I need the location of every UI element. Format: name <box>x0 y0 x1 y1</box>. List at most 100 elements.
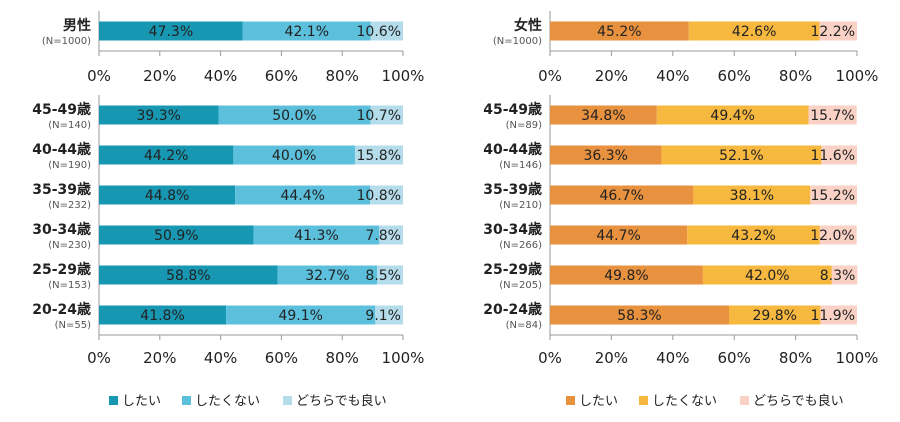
bar-segment <box>702 265 832 285</box>
bar-segment <box>819 225 857 245</box>
category-label: 35-39歳 <box>483 181 542 198</box>
bar-segment <box>693 185 811 205</box>
bar-segment <box>656 105 809 125</box>
data-label: 10.6% <box>357 24 401 40</box>
bar-segment <box>99 265 278 285</box>
category-sample-size: (N=153) <box>48 280 91 291</box>
x-tick-label: 20% <box>143 349 176 367</box>
x-tick-label: 20% <box>143 67 176 85</box>
bar-segment <box>810 185 857 205</box>
data-label: 32.7% <box>305 268 349 284</box>
x-tick-label: 60% <box>718 67 751 85</box>
data-label: 41.8% <box>140 308 184 324</box>
data-label: 34.8% <box>581 108 625 124</box>
bar-segment <box>370 21 403 41</box>
data-label: 10.8% <box>357 188 401 204</box>
x-tick-label: 40% <box>656 349 689 367</box>
x-tick-label: 100% <box>382 67 425 85</box>
category-label: 25-29歳 <box>483 261 542 278</box>
data-label: 43.2% <box>731 228 775 244</box>
data-label: 46.7% <box>599 188 643 204</box>
x-tick-label: 40% <box>204 67 237 85</box>
data-label: 39.3% <box>136 108 180 124</box>
data-label: 58.3% <box>617 308 661 324</box>
bar-segment <box>233 145 355 165</box>
data-label: 47.3% <box>149 24 193 40</box>
data-label: 38.1% <box>730 188 774 204</box>
data-label: 50.9% <box>154 228 198 244</box>
bar-segment <box>354 145 403 165</box>
data-label: 15.2% <box>811 188 855 204</box>
data-label: 49.4% <box>710 108 754 124</box>
legend-label: したくない <box>652 394 717 409</box>
bar-segment <box>550 225 688 245</box>
legend-label: どちらでも良い <box>753 393 844 409</box>
category-label: 45-49歳 <box>483 101 542 118</box>
data-label: 36.3% <box>583 148 627 164</box>
data-label: 12.2% <box>811 24 855 40</box>
category-sample-size: (N=266) <box>499 240 542 251</box>
bar-segment <box>277 265 378 285</box>
bar-segment <box>550 265 703 285</box>
data-label: 44.2% <box>144 148 188 164</box>
category-label: 30-34歳 <box>483 221 542 238</box>
data-label: 11.6% <box>811 148 855 164</box>
category-sample-size: (N=55) <box>55 320 91 331</box>
bar-segment <box>375 305 403 325</box>
category-label: 35-39歳 <box>32 181 91 198</box>
data-label: 40.0% <box>272 148 316 164</box>
bar-segment <box>687 225 820 245</box>
category-sample-size: (N=210) <box>499 200 542 211</box>
legend-swatch <box>182 396 191 405</box>
data-label: 41.3% <box>294 228 338 244</box>
bar-segment <box>728 305 821 325</box>
category-label: 40-44歳 <box>32 141 91 158</box>
bar-segment <box>235 185 371 205</box>
bar-segment <box>550 185 694 205</box>
bar-segment <box>831 265 858 285</box>
data-label: 44.7% <box>596 228 640 244</box>
bar-segment <box>226 305 376 325</box>
category-label: 40-44歳 <box>483 141 542 158</box>
bar-segment <box>99 305 227 325</box>
data-label: 9.1% <box>365 308 401 324</box>
bar-segment <box>379 225 403 245</box>
x-tick-label: 100% <box>382 349 425 367</box>
x-tick-label: 20% <box>595 349 628 367</box>
x-tick-label: 40% <box>204 349 237 367</box>
data-label: 44.8% <box>145 188 189 204</box>
bar-segment <box>550 21 689 41</box>
bar-segment <box>370 185 403 205</box>
data-label: 10.7% <box>357 108 401 124</box>
data-label: 52.1% <box>719 148 763 164</box>
category-label: 男性 <box>63 17 91 34</box>
data-label: 42.1% <box>285 24 329 40</box>
x-tick-label: 80% <box>779 349 812 367</box>
bar-segment <box>661 145 822 165</box>
legend-swatch <box>740 396 749 405</box>
data-label: 15.7% <box>810 108 854 124</box>
x-tick-label: 80% <box>326 349 359 367</box>
category-sample-size: (N=84) <box>506 320 542 331</box>
data-label: 44.4% <box>280 188 324 204</box>
legend-label: したい <box>579 394 618 409</box>
data-label: 58.8% <box>166 268 210 284</box>
x-tick-label: 100% <box>836 349 879 367</box>
legend-label: したい <box>122 394 161 409</box>
legend-swatch <box>639 396 648 405</box>
legend-swatch <box>566 396 575 405</box>
data-label: 49.1% <box>278 308 322 324</box>
bar-segment <box>99 145 234 165</box>
bar-segment <box>370 105 403 125</box>
bar-segment <box>820 305 857 325</box>
bar-segment <box>218 105 371 125</box>
data-label: 42.6% <box>732 24 776 40</box>
legend-swatch <box>283 396 292 405</box>
data-label: 11.9% <box>811 308 855 324</box>
data-label: 50.0% <box>272 108 316 124</box>
data-label: 15.8% <box>357 148 401 164</box>
legend-swatch <box>109 396 118 405</box>
x-tick-label: 100% <box>836 67 879 85</box>
bar-segment <box>99 105 219 125</box>
